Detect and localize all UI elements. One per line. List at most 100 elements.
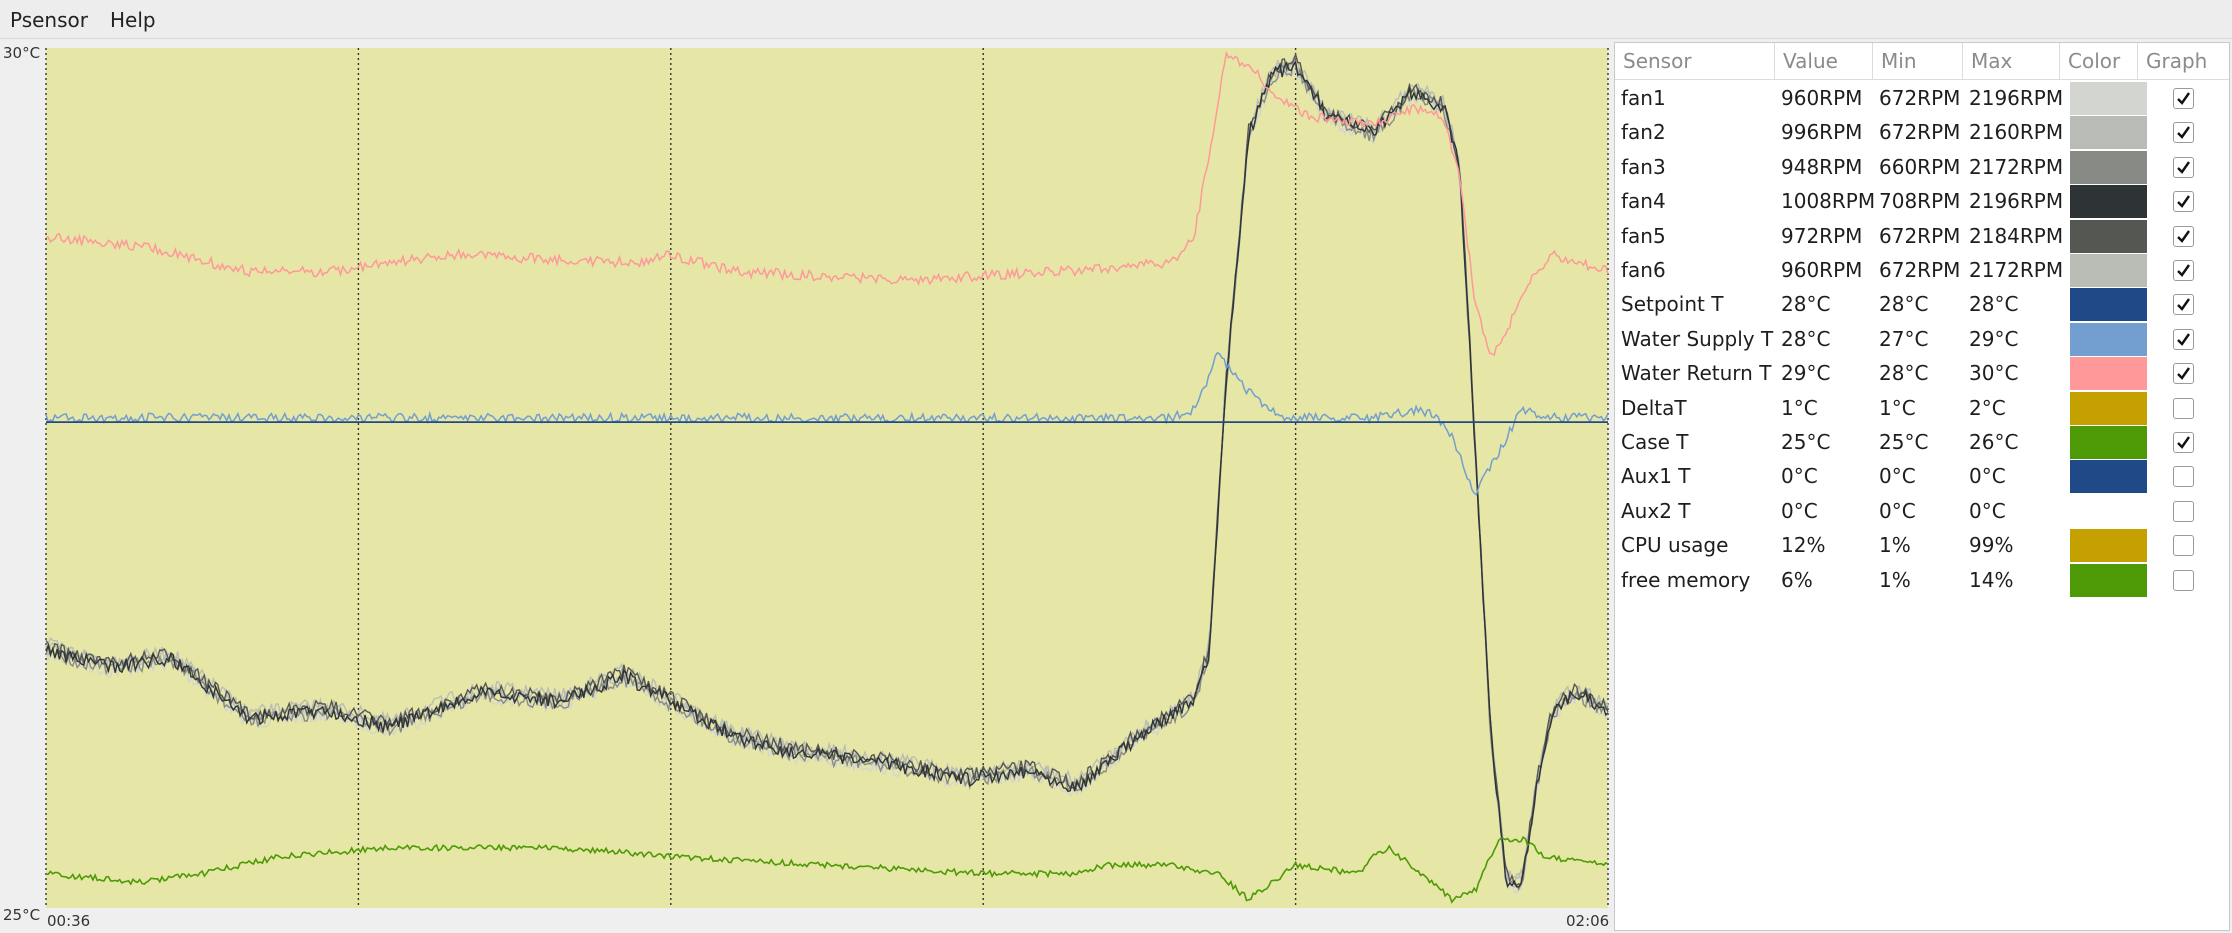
table-row[interactable]: fan4 1008RPM 708RPM 2196RPM <box>1615 184 2229 219</box>
sensor-name: Setpoint T <box>1621 292 1724 317</box>
sensor-min: 25°C <box>1879 430 1929 454</box>
table-row[interactable]: fan1 960RPM 672RPM 2196RPM <box>1615 81 2229 115</box>
color-swatch[interactable] <box>2070 426 2147 459</box>
sensor-max: 2172RPM <box>1969 258 2064 282</box>
column-header-sensor[interactable]: Sensor <box>1615 43 1775 80</box>
table-row[interactable]: Aux1 T 0°C 0°C 0°C <box>1615 459 2229 494</box>
sensor-value: 996RPM <box>1781 120 1863 145</box>
column-header-min[interactable]: Min <box>1873 43 1963 80</box>
color-swatch[interactable] <box>2070 185 2147 219</box>
graph-checkbox[interactable] <box>2173 535 2194 557</box>
graph-checkbox[interactable] <box>2173 191 2194 213</box>
sensor-min: 708RPM <box>1879 189 1961 214</box>
color-swatch[interactable] <box>2070 460 2147 494</box>
sensor-min: 672RPM <box>1879 258 1961 282</box>
sensor-value: 1008RPM <box>1781 189 1876 214</box>
sensor-name: fan2 <box>1621 120 1666 145</box>
table-row[interactable]: fan5 972RPM 672RPM 2184RPM <box>1615 219 2229 253</box>
sensor-name: Aux2 T <box>1621 498 1691 523</box>
check-icon <box>2177 92 2190 105</box>
table-row[interactable]: Water Return T 29°C 28°C 30°C <box>1615 356 2229 391</box>
column-header-max[interactable]: Max <box>1963 43 2060 80</box>
sensor-max: 28°C <box>1969 292 2019 317</box>
graph-checkbox[interactable] <box>2173 122 2194 144</box>
table-row[interactable]: fan3 948RPM 660RPM 2172RPM <box>1615 150 2229 184</box>
table-row[interactable]: Case T 25°C 25°C 26°C <box>1615 425 2229 459</box>
graph-checkbox[interactable] <box>2173 500 2194 522</box>
color-swatch[interactable] <box>2070 150 2147 184</box>
sensor-min: 660RPM <box>1879 154 1961 179</box>
graph-checkbox[interactable] <box>2173 88 2194 109</box>
sensor-min: 0°C <box>1879 464 1916 489</box>
x-axis-start-label: 00:36 <box>47 912 91 930</box>
sensor-max: 2160RPM <box>1969 120 2064 145</box>
color-swatch[interactable] <box>2070 288 2147 322</box>
sensor-value: 28°C <box>1781 292 1831 317</box>
series-line-fan5 <box>45 52 1609 886</box>
sensor-name: Aux1 T <box>1621 464 1691 489</box>
sensor-max: 29°C <box>1969 326 2019 351</box>
sensor-min: 27°C <box>1879 326 1929 351</box>
color-swatch[interactable] <box>2070 494 2147 528</box>
sensor-value: 948RPM <box>1781 154 1863 179</box>
color-swatch[interactable] <box>2070 357 2147 391</box>
graph-checkbox[interactable] <box>2173 569 2194 591</box>
graph-checkbox[interactable] <box>2173 225 2194 247</box>
color-swatch[interactable] <box>2070 82 2147 115</box>
sensor-graph: 30°C 25°C 00:36 02:06 <box>0 39 1612 933</box>
sensor-max: 30°C <box>1969 361 2019 386</box>
sensor-value: 960RPM <box>1781 86 1863 110</box>
color-swatch[interactable] <box>2070 219 2147 253</box>
table-row[interactable]: fan2 996RPM 672RPM 2160RPM <box>1615 115 2229 150</box>
sensor-name: Water Return T <box>1621 361 1772 386</box>
sensor-value: 12% <box>1781 533 1826 558</box>
menu-psensor[interactable]: Psensor <box>10 8 88 32</box>
check-icon <box>2177 264 2190 277</box>
sensor-value: 25°C <box>1781 430 1831 454</box>
graph-checkbox[interactable] <box>2173 466 2194 488</box>
graph-checkbox[interactable] <box>2173 328 2194 350</box>
sensor-min: 672RPM <box>1879 86 1961 110</box>
sensor-table: Sensor Value Min Max Color Graph fan1 960… <box>1614 42 2230 931</box>
sensor-min: 1% <box>1879 533 1911 558</box>
graph-checkbox[interactable] <box>2173 294 2194 316</box>
table-row[interactable]: Water Supply T 28°C 27°C 29°C <box>1615 322 2229 356</box>
sensor-min: 1°C <box>1879 395 1916 420</box>
table-row[interactable]: free memory 6% 1% 14% <box>1615 563 2229 597</box>
sensor-max: 26°C <box>1969 430 2019 454</box>
table-row[interactable]: Setpoint T 28°C 28°C 28°C <box>1615 287 2229 322</box>
check-icon <box>2177 195 2190 209</box>
sensor-value: 1°C <box>1781 395 1818 420</box>
sensor-name: fan3 <box>1621 154 1666 179</box>
menu-bar: Psensor Help <box>0 0 2232 39</box>
color-swatch[interactable] <box>2070 254 2147 287</box>
sensor-max: 2196RPM <box>1969 86 2064 110</box>
table-row[interactable]: CPU usage 12% 1% 99% <box>1615 528 2229 563</box>
sensor-min: 672RPM <box>1879 120 1961 145</box>
color-swatch[interactable] <box>2070 563 2147 597</box>
table-row[interactable]: fan6 960RPM 672RPM 2172RPM <box>1615 253 2229 287</box>
color-swatch[interactable] <box>2070 391 2147 425</box>
check-icon <box>2177 333 2190 346</box>
color-swatch[interactable] <box>2070 116 2147 150</box>
sensor-max: 14% <box>1969 567 2014 592</box>
color-swatch[interactable] <box>2070 529 2147 563</box>
plot-background <box>46 48 1608 908</box>
graph-checkbox[interactable] <box>2173 397 2194 419</box>
column-header-color[interactable]: Color <box>2060 43 2138 80</box>
graph-checkbox[interactable] <box>2173 363 2194 385</box>
graph-checkbox[interactable] <box>2173 260 2194 281</box>
sensor-max: 0°C <box>1969 498 2006 523</box>
sensor-name: free memory <box>1621 567 1751 592</box>
column-header-graph[interactable]: Graph <box>2138 43 2229 80</box>
y-axis-max-label: 30°C <box>3 44 41 62</box>
color-swatch[interactable] <box>2070 322 2147 356</box>
sensor-value: 0°C <box>1781 464 1818 489</box>
table-row[interactable]: Aux2 T 0°C 0°C 0°C <box>1615 494 2229 528</box>
graph-checkbox[interactable] <box>2173 432 2194 453</box>
graph-checkbox[interactable] <box>2173 156 2194 178</box>
sensor-name: Case T <box>1621 430 1689 454</box>
menu-help[interactable]: Help <box>110 8 156 32</box>
column-header-value[interactable]: Value <box>1775 43 1873 80</box>
table-row[interactable]: DeltaT 1°C 1°C 2°C <box>1615 391 2229 425</box>
